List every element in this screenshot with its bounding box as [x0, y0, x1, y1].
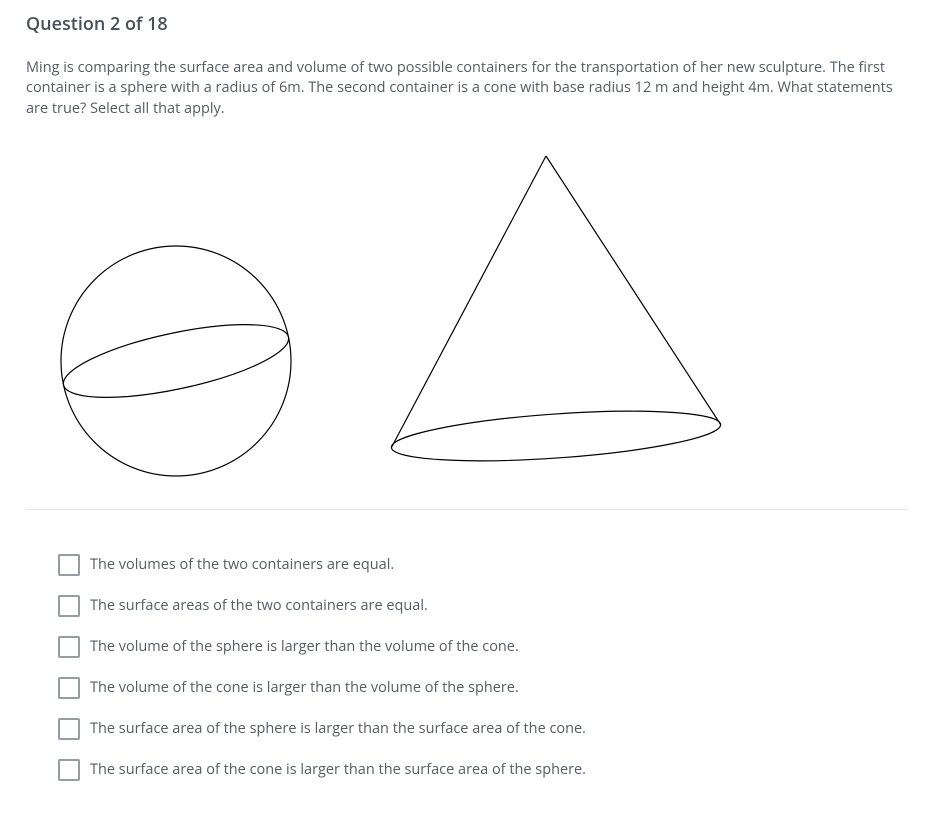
- option-checkbox[interactable]: [58, 554, 80, 576]
- option-label: The volume of the sphere is larger than …: [90, 637, 519, 656]
- option-row: The surface areas of the two containers …: [58, 595, 908, 617]
- option-checkbox[interactable]: [58, 718, 80, 740]
- option-checkbox[interactable]: [58, 595, 80, 617]
- sphere-icon: [56, 241, 296, 481]
- option-row: The volume of the sphere is larger than …: [58, 636, 908, 658]
- option-label: The surface area of the sphere is larger…: [90, 719, 586, 738]
- cone-icon: [376, 151, 736, 481]
- option-label: The volumes of the two containers are eq…: [90, 555, 394, 574]
- figure-row: [26, 137, 908, 509]
- question-page: Question 2 of 18 Ming is comparing the s…: [0, 0, 934, 824]
- option-row: The surface area of the cone is larger t…: [58, 759, 908, 781]
- question-header: Question 2 of 18: [26, 12, 908, 36]
- option-label: The surface area of the cone is larger t…: [90, 760, 586, 779]
- option-label: The surface areas of the two containers …: [90, 596, 428, 615]
- option-row: The volumes of the two containers are eq…: [58, 554, 908, 576]
- question-body: Ming is comparing the surface area and v…: [26, 58, 908, 119]
- option-checkbox[interactable]: [58, 636, 80, 658]
- option-label: The volume of the cone is larger than th…: [90, 678, 519, 697]
- option-row: The surface area of the sphere is larger…: [58, 718, 908, 740]
- option-checkbox[interactable]: [58, 759, 80, 781]
- option-checkbox[interactable]: [58, 677, 80, 699]
- sphere-figure: [56, 241, 296, 481]
- option-row: The volume of the cone is larger than th…: [58, 677, 908, 699]
- section-divider: [26, 509, 908, 510]
- options-list: The volumes of the two containers are eq…: [26, 554, 908, 781]
- cone-figure: [376, 151, 736, 481]
